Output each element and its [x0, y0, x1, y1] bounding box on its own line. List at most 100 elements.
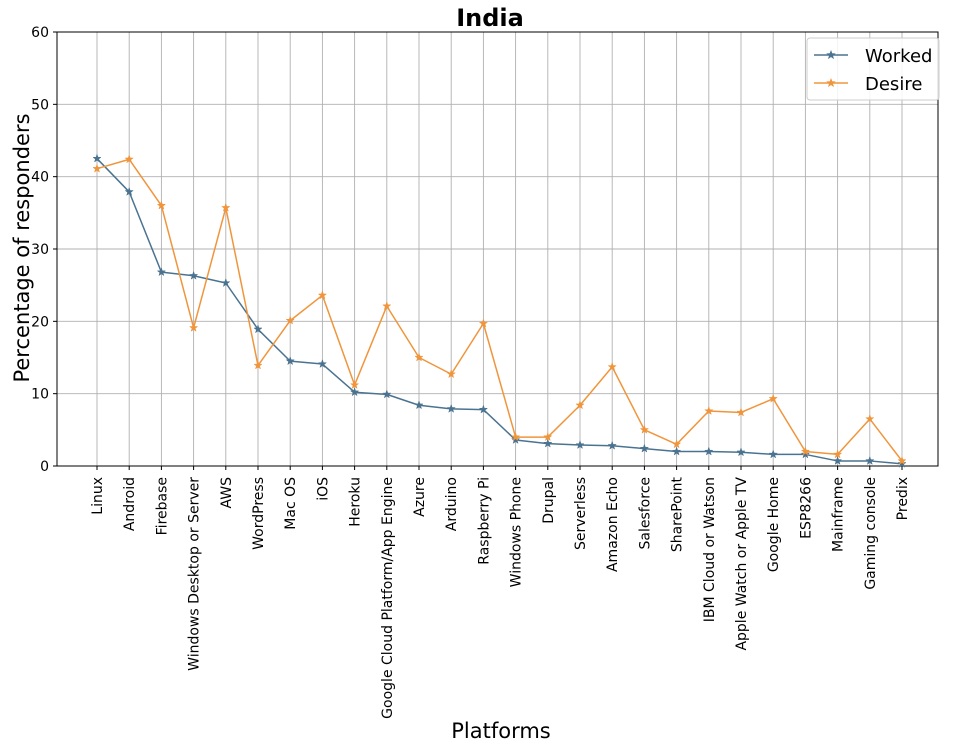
data-point [639, 443, 650, 453]
x-tick-label: Apple Watch or Apple TV [734, 477, 750, 651]
data-point [382, 301, 392, 311]
series-layer [92, 153, 907, 468]
data-point [671, 446, 682, 456]
data-point [865, 414, 875, 423]
x-axis-label: Platforms [451, 719, 551, 743]
series-line-worked [96, 158, 903, 465]
data-point [897, 455, 907, 465]
x-tick-label: Windows Phone [509, 477, 525, 587]
data-point [188, 322, 199, 332]
legend-star [825, 49, 837, 60]
x-tick-label: iOS [315, 477, 331, 501]
x-tick-label: Serverless [573, 477, 589, 550]
data-point [478, 318, 489, 328]
data-point [124, 186, 134, 196]
data-point [543, 432, 553, 442]
data-point [124, 154, 134, 164]
x-tick-label: Raspberry Pi [476, 477, 492, 565]
x-tick-label: Heroku [348, 477, 364, 527]
legend-star [825, 77, 837, 88]
x-tick-label: Firebase [154, 477, 170, 535]
x-tick-label: Google Home [766, 477, 782, 572]
x-tick-label: SharePoint [670, 477, 686, 553]
data-point [382, 389, 392, 399]
data-point [446, 369, 456, 379]
x-tick-label: Linux [90, 477, 106, 515]
y-tick-label: 60 [31, 25, 49, 41]
data-point [768, 393, 778, 403]
x-tick-label: Salesforce [637, 477, 653, 550]
data-point [768, 449, 778, 459]
data-point [800, 449, 811, 459]
data-point [156, 267, 167, 277]
data-point [897, 458, 907, 468]
data-point [865, 455, 875, 465]
data-point [575, 440, 585, 450]
grid [57, 31, 938, 467]
x-tick-label: AWS [219, 477, 235, 509]
x-tick-label: Windows Desktop or Server [187, 477, 203, 671]
data-point [478, 404, 489, 414]
x-tick-label: Mac OS [283, 477, 299, 530]
y-axis-label: Percentage of responders [10, 113, 34, 382]
x-tick-label: Amazon Echo [605, 477, 621, 572]
series-worked [92, 153, 907, 468]
data-point [414, 352, 424, 362]
legend-box [806, 37, 940, 101]
data-point [253, 324, 263, 334]
legend-marker-worked [825, 49, 837, 60]
data-point [221, 278, 231, 287]
x-tick-label: ESP8266 [798, 477, 814, 539]
data-point [639, 424, 650, 434]
series-line-desire [96, 158, 903, 462]
y-tick-label: 0 [40, 459, 49, 475]
x-tick-label: Predix [895, 477, 911, 520]
legend: Worked Desire [806, 37, 940, 101]
data-point [446, 403, 456, 413]
data-point [285, 315, 295, 325]
legend-label-desire: Desire [865, 74, 922, 95]
data-point [92, 163, 102, 173]
data-point [349, 387, 360, 397]
data-point [543, 438, 553, 448]
data-point [510, 432, 521, 442]
data-point [253, 360, 263, 370]
y-tick-label: 30 [31, 242, 49, 258]
data-point [349, 380, 360, 389]
data-point [221, 202, 231, 212]
data-point [607, 361, 617, 371]
x-tick-label: Gaming console [863, 477, 879, 590]
chart-title: India [456, 4, 524, 32]
data-point [317, 290, 328, 300]
x-tick-label: IBM Cloud or Watson [702, 477, 718, 622]
data-point [832, 455, 843, 465]
data-point [736, 447, 746, 457]
data-point [607, 440, 617, 450]
y-tick-label: 20 [31, 314, 49, 330]
x-tick-label: Google Cloud Platform/App Engine [380, 477, 396, 719]
data-point [156, 200, 167, 210]
x-tick-label: Arduino [444, 477, 460, 531]
x-tick-label: Azure [412, 477, 428, 517]
x-tick-label: WordPress [251, 477, 267, 550]
data-point [832, 449, 843, 459]
data-point [704, 406, 714, 416]
data-point [800, 446, 811, 456]
data-point [414, 400, 424, 410]
legend-marker-desire [825, 77, 837, 88]
data-point [92, 153, 102, 163]
y-tick-label: 10 [31, 387, 49, 403]
y-tick-label: 50 [31, 97, 49, 113]
data-point [285, 356, 295, 366]
data-point [575, 400, 585, 410]
data-point [704, 446, 714, 456]
axes: 0 10 20 30 40 50 60 Linux Android Firebase Windows… [31, 25, 939, 719]
x-tick-label: Mainframe [831, 477, 847, 552]
data-point [317, 359, 328, 369]
data-point [510, 435, 521, 444]
data-point [736, 407, 746, 417]
y-tick-label: 40 [31, 170, 49, 186]
data-point [188, 270, 199, 280]
